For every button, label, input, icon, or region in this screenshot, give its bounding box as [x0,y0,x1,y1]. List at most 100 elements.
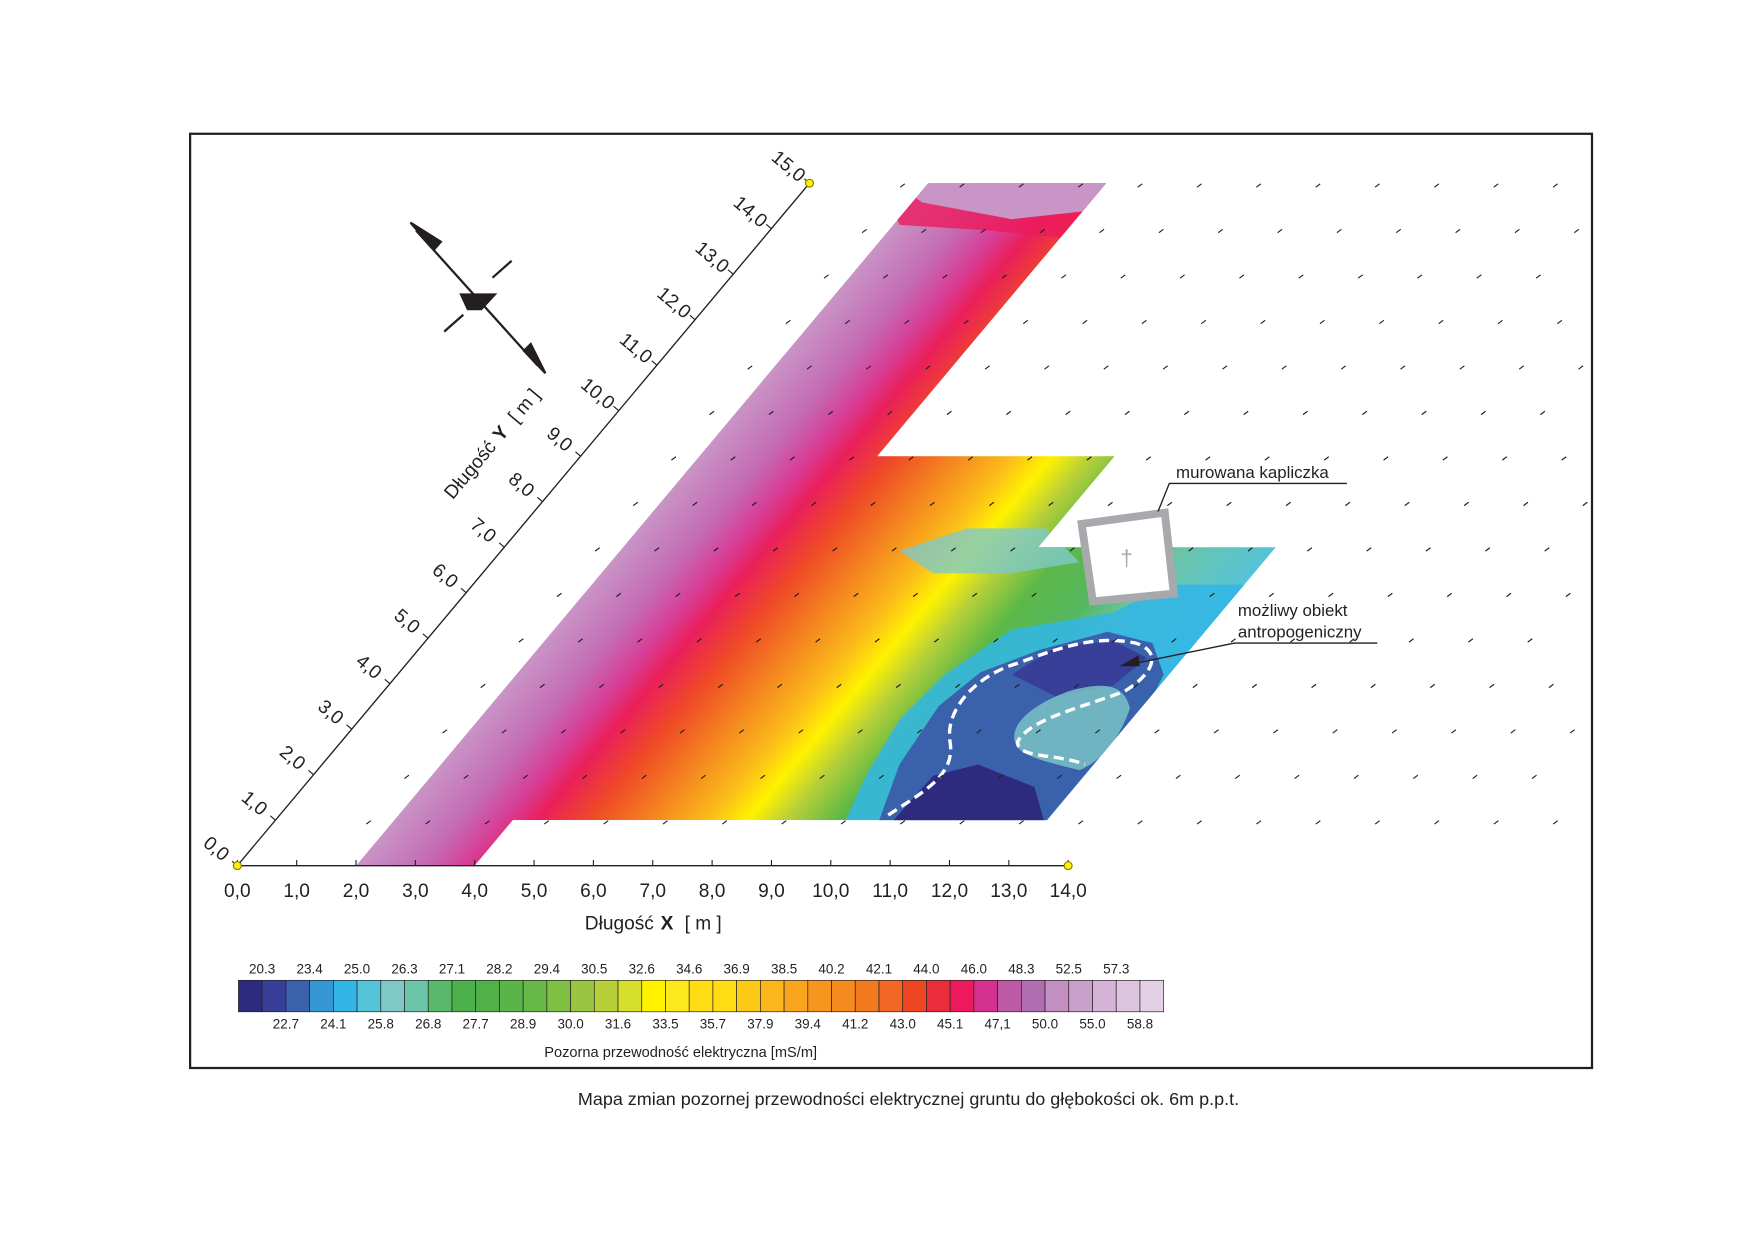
y-tick-label: 13,0 [691,238,733,278]
survey-point [1565,592,1571,598]
y-tick [384,678,391,685]
survey-point [751,501,757,507]
survey-point [1362,410,1368,416]
y-tick-label: 0,0 [199,833,233,866]
y-tick [575,451,581,457]
legend-swatch [309,979,334,1013]
legend-swatch [1139,979,1165,1013]
survey-point [404,774,410,780]
survey-point [857,729,863,734]
survey-point [959,183,965,188]
survey-point [696,638,702,643]
survey-point [1315,183,1321,188]
legend-upper-label: 44.0 [913,962,939,977]
y-tick-label: 6,0 [428,560,462,593]
y-tick-label: 1,0 [237,787,271,820]
survey-point [654,547,660,552]
x-tick-label: 3,0 [402,881,429,902]
legend-lower-label: 31.6 [605,1017,631,1032]
legend-lower-label: 35.7 [700,1017,726,1032]
survey-point [1434,183,1440,188]
x-tick-label: 10,0 [812,881,849,902]
survey-point [662,820,668,825]
axis-endpoint [804,178,814,188]
survey-point [1065,410,1071,416]
survey-point [1451,729,1457,734]
y-tick-label: 14,0 [729,192,771,232]
survey-point [734,592,740,598]
survey-point [1124,410,1130,416]
survey-point [832,547,838,552]
survey-point [976,729,982,734]
survey-point [1226,501,1232,507]
legend-lower-label: 30.0 [557,1017,583,1032]
legend-swatch [1068,979,1093,1013]
legend-lower-label: 33.5 [652,1017,678,1032]
legend-swatch [522,979,548,1013]
survey-point [1022,319,1029,325]
legend-swatch [261,979,287,1013]
survey-point [1315,820,1321,825]
y-tick-label: 12,0 [653,283,695,323]
chapel: † [1077,508,1179,606]
x-tick-label: 2,0 [343,881,370,902]
survey-point [967,456,973,461]
legend-swatch [285,979,310,1013]
survey-point [1027,456,1033,461]
survey-point [929,501,935,507]
axis-title-unit: [ m ] [505,385,545,427]
object-label: możliwy obiekt [1238,601,1348,620]
survey-point [980,228,986,234]
survey-point [1077,183,1084,188]
survey-point [1531,774,1537,780]
y-tick [269,815,276,821]
map-zone [877,183,1125,220]
survey-point [1005,410,1012,416]
survey-point [942,274,948,279]
survey-point [1328,592,1334,598]
legend-swatch [997,979,1022,1013]
survey-point [1239,274,1245,279]
map-zone [899,528,1080,574]
legend-upper-label: 29.4 [534,962,561,977]
survey-point [1184,410,1190,416]
survey-point [997,774,1003,780]
survey-point [1493,820,1499,825]
survey-point [1485,547,1491,552]
legend-lower-label: 39.4 [795,1017,822,1032]
survey-point [1256,183,1262,188]
survey-point [675,592,681,598]
legend-swatch [973,979,998,1013]
survey-point [925,365,931,370]
object-label: antropogeniczny [1238,622,1362,641]
survey-point [810,501,817,507]
survey-point [1501,456,1508,461]
survey-point [1459,365,1465,370]
survey-point [883,274,889,279]
survey-point [1480,410,1486,416]
survey-point [899,183,906,188]
y-tick [536,496,543,503]
survey-point [1434,820,1440,825]
survey-point [806,365,812,370]
legend-swatch [949,979,975,1013]
survey-point [620,729,626,734]
survey-point [1073,683,1080,689]
survey-point [1205,456,1211,461]
legend-swatch [831,979,856,1013]
survey-point [1268,592,1274,598]
legend-swatch [1092,979,1117,1013]
survey-point [1167,501,1173,507]
legend-upper-label: 20.3 [249,962,275,977]
legend-swatch [854,979,880,1013]
legend-swatch [427,979,453,1013]
legend-swatch [736,979,761,1013]
survey-point [1133,683,1139,689]
survey-point [641,774,647,780]
survey-point [1514,228,1520,234]
survey-point [1535,274,1542,279]
legend-swatch [380,979,405,1013]
survey-point [1213,729,1219,734]
survey-point [815,638,821,643]
y-tick-label: 15,0 [767,147,809,187]
